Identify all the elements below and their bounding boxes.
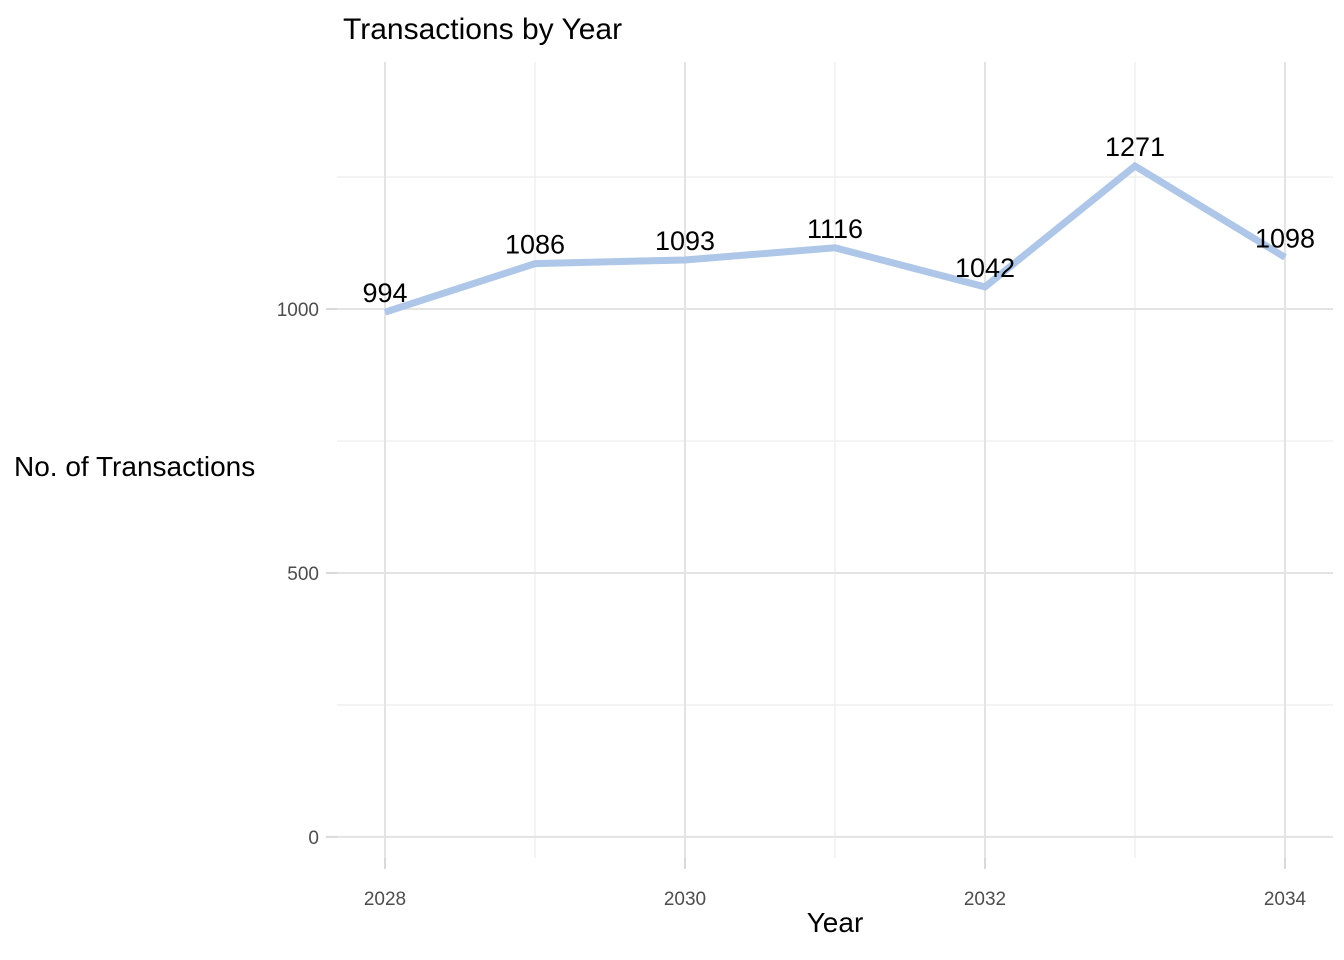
x-tick-label: 2030 (664, 889, 706, 910)
data-label: 1093 (655, 226, 715, 256)
x-tick-label: 2034 (1264, 889, 1307, 910)
data-label: 994 (362, 278, 407, 308)
data-label: 1042 (955, 253, 1015, 283)
x-tick-label: 2032 (964, 889, 1006, 910)
y-tick-label: 1000 (277, 300, 319, 321)
series-line (383, 161, 1287, 316)
y-tick-label: 0 (308, 828, 319, 849)
data-label: 1086 (505, 230, 565, 260)
data-label: 1116 (807, 214, 863, 244)
y-axis-title: No. of Transactions (14, 451, 256, 482)
data-label: 1098 (1255, 223, 1315, 253)
x-axis-title: Year (806, 907, 864, 938)
x-tick-label: 2028 (364, 889, 406, 910)
y-tick-label: 500 (287, 564, 319, 585)
chart-title: Transactions by Year (343, 13, 623, 46)
data-label: 1271 (1105, 132, 1165, 162)
